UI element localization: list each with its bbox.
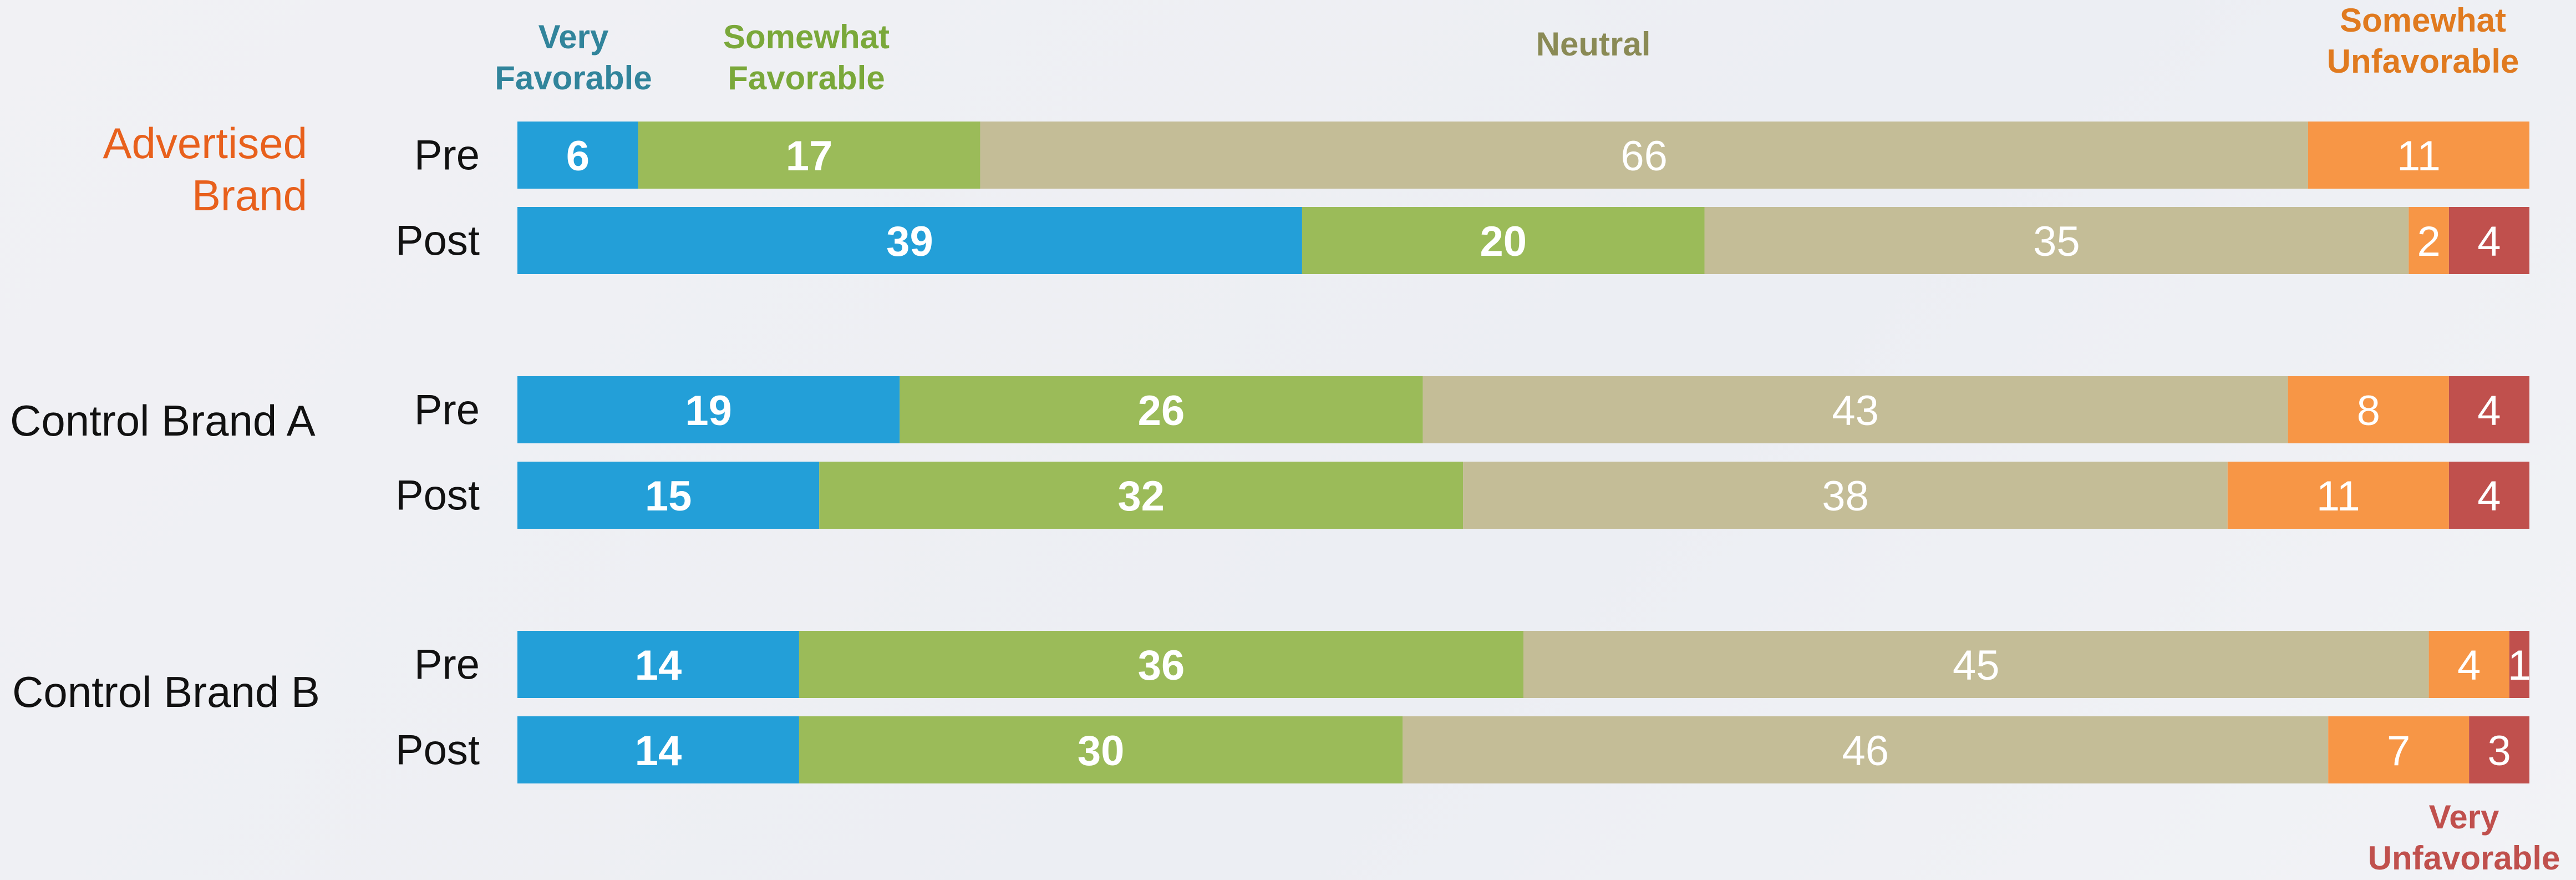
legend-label: Somewhat Favorable <box>723 18 890 97</box>
value-label: 30 <box>1078 727 1125 775</box>
bar-segment <box>2469 716 2529 783</box>
value-label: 66 <box>1620 133 1668 180</box>
bar-segment <box>517 122 638 189</box>
legend-label: Somewhat Unfavorable <box>2326 2 2519 80</box>
row-label: Post <box>395 472 480 519</box>
value-label: 14 <box>635 727 682 775</box>
bar-segment <box>2409 207 2449 274</box>
bar-segment <box>638 122 980 189</box>
value-label: 2 <box>2417 218 2440 265</box>
bar-segment <box>2448 376 2529 443</box>
value-label: 39 <box>886 218 933 265</box>
value-label: 8 <box>2357 387 2380 434</box>
bar-segment <box>799 631 1523 698</box>
bar-segment <box>2509 631 2529 698</box>
value-label: 38 <box>1822 473 1869 520</box>
value-label: 43 <box>1832 387 1879 434</box>
bar-segment <box>819 462 1464 529</box>
value-label: 4 <box>2477 387 2501 434</box>
bar-segment <box>517 462 820 529</box>
bar-segment <box>2308 122 2529 189</box>
value-label: 11 <box>2397 133 2441 180</box>
group-label: Advertised Brand <box>103 119 307 220</box>
bar-segment <box>1463 462 2228 529</box>
value-label: 11 <box>2316 473 2360 520</box>
bar-segment <box>2328 716 2470 783</box>
value-label: 17 <box>786 133 833 180</box>
bar-segment <box>517 631 799 698</box>
bar-segment <box>2428 631 2509 698</box>
value-label: 35 <box>2033 218 2080 265</box>
bar-segment <box>2227 462 2449 529</box>
bar-segment <box>1422 376 2288 443</box>
legend-label: Neutral <box>1536 26 1651 63</box>
value-label: 3 <box>2487 727 2511 775</box>
value-label: 6 <box>566 133 590 180</box>
legend-label: Very Unfavorable <box>2367 798 2560 877</box>
group-label: Control Brand A <box>10 396 316 445</box>
value-label: 36 <box>1138 642 1185 689</box>
value-label: 7 <box>2387 727 2410 775</box>
bar-segment <box>2448 207 2529 274</box>
row-label: Pre <box>414 132 480 179</box>
bar-segment <box>517 716 799 783</box>
value-label: 46 <box>1842 727 1889 775</box>
bar-segment <box>1403 716 2329 783</box>
bar-segment <box>900 376 1423 443</box>
row-label: Pre <box>414 386 480 433</box>
value-label: 15 <box>645 473 692 520</box>
bar-segment <box>980 122 2308 189</box>
bar-segment <box>1704 207 2409 274</box>
bar-segment <box>799 716 1403 783</box>
value-label: 1 <box>2508 642 2531 689</box>
bar-segment <box>2448 462 2529 529</box>
value-label: 26 <box>1138 387 1185 434</box>
bar-segment <box>517 376 900 443</box>
bar-segment <box>2288 376 2449 443</box>
row-label: Pre <box>414 641 480 688</box>
value-label: 4 <box>2477 473 2501 520</box>
row-label: Post <box>395 217 480 264</box>
bar-segment <box>1302 207 1705 274</box>
row-label: Post <box>395 726 480 773</box>
value-label: 45 <box>1953 642 2000 689</box>
bar-segment <box>1523 631 2429 698</box>
value-label: 4 <box>2477 218 2501 265</box>
value-label: 20 <box>1480 218 1527 265</box>
group-label: Control Brand B <box>12 667 320 716</box>
value-label: 4 <box>2457 642 2481 689</box>
value-label: 19 <box>685 387 732 434</box>
legend-label: Very Favorable <box>495 18 652 97</box>
bar-segment <box>517 207 1302 274</box>
value-label: 14 <box>635 642 682 689</box>
value-label: 32 <box>1117 473 1165 520</box>
